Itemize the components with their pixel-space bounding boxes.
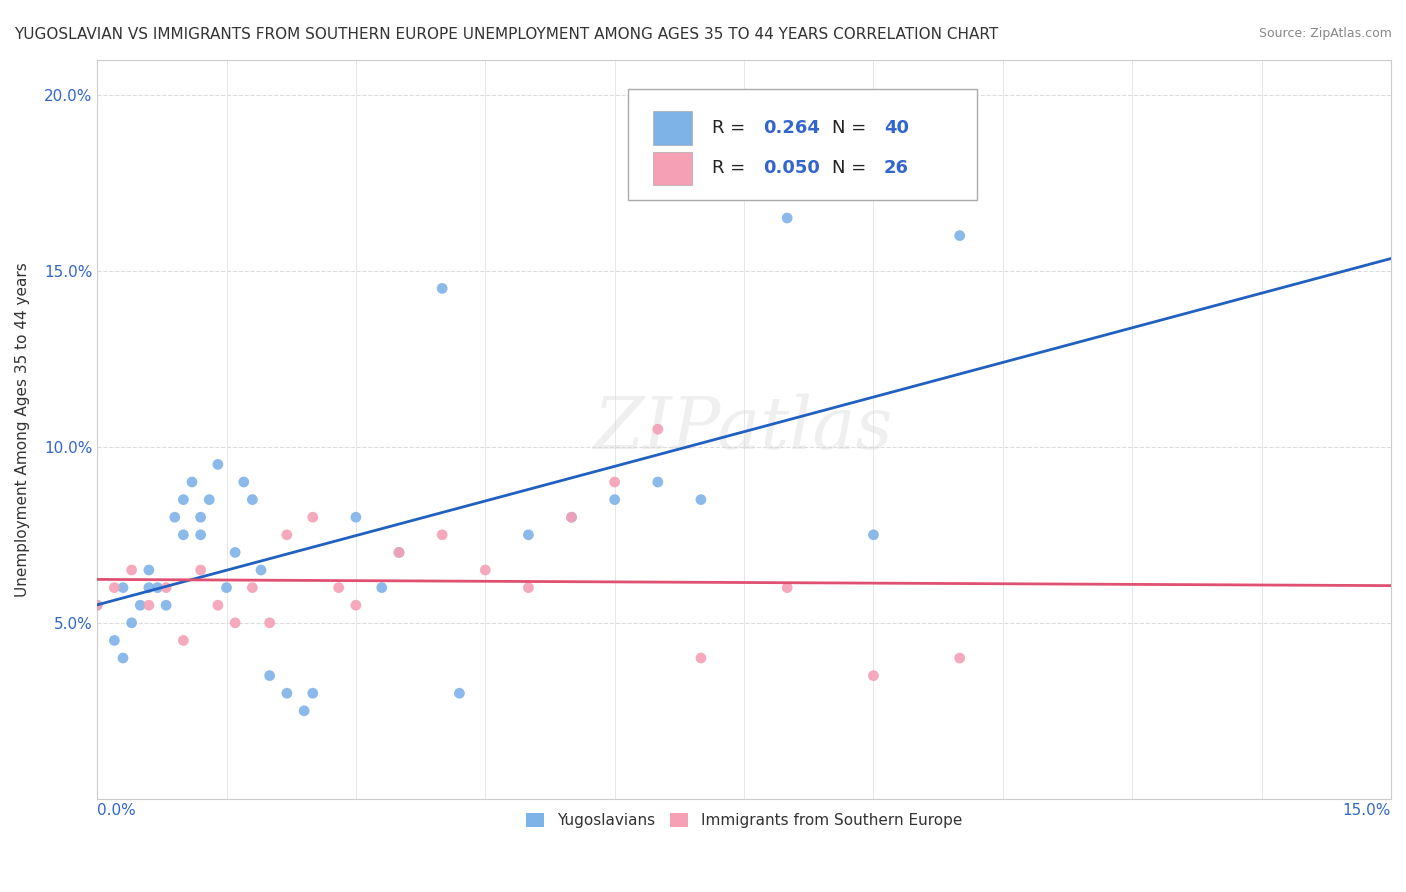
Point bbox=[776, 211, 799, 225]
Text: YUGOSLAVIAN VS IMMIGRANTS FROM SOUTHERN EUROPE UNEMPLOYMENT AMONG AGES 35 TO 44 : YUGOSLAVIAN VS IMMIGRANTS FROM SOUTHERN … bbox=[14, 27, 998, 42]
Point bbox=[181, 475, 204, 489]
Text: 0.050: 0.050 bbox=[763, 160, 820, 178]
Point bbox=[776, 581, 799, 595]
Point bbox=[344, 510, 367, 524]
Text: 0.0%: 0.0% bbox=[97, 803, 136, 818]
Point bbox=[430, 528, 453, 542]
Point bbox=[242, 492, 264, 507]
Point bbox=[517, 581, 540, 595]
Point bbox=[129, 598, 152, 612]
Point bbox=[198, 492, 221, 507]
Point bbox=[232, 475, 254, 489]
Point bbox=[190, 510, 212, 524]
Point bbox=[259, 615, 281, 630]
Text: N =: N = bbox=[832, 119, 872, 136]
Point bbox=[430, 281, 453, 295]
Point bbox=[449, 686, 471, 700]
Text: Source: ZipAtlas.com: Source: ZipAtlas.com bbox=[1258, 27, 1392, 40]
Point bbox=[190, 528, 212, 542]
Point bbox=[603, 492, 626, 507]
Text: ZIPatlas: ZIPatlas bbox=[595, 394, 894, 465]
Point bbox=[103, 581, 125, 595]
Y-axis label: Unemployment Among Ages 35 to 44 years: Unemployment Among Ages 35 to 44 years bbox=[15, 262, 30, 597]
Point bbox=[388, 545, 411, 559]
Point bbox=[292, 704, 315, 718]
Text: 40: 40 bbox=[884, 119, 908, 136]
Point bbox=[121, 615, 143, 630]
Text: N =: N = bbox=[832, 160, 872, 178]
Point bbox=[561, 510, 583, 524]
Point bbox=[207, 458, 229, 472]
Text: 0.264: 0.264 bbox=[763, 119, 820, 136]
Point bbox=[138, 598, 160, 612]
Point bbox=[328, 581, 350, 595]
Text: R =: R = bbox=[711, 160, 751, 178]
FancyBboxPatch shape bbox=[654, 152, 692, 186]
Point bbox=[862, 668, 884, 682]
Point bbox=[250, 563, 273, 577]
Text: 15.0%: 15.0% bbox=[1343, 803, 1391, 818]
Point bbox=[155, 598, 177, 612]
Point bbox=[276, 528, 298, 542]
Point bbox=[224, 615, 246, 630]
Point bbox=[121, 563, 143, 577]
Point bbox=[138, 563, 160, 577]
Point bbox=[371, 581, 394, 595]
Point bbox=[155, 581, 177, 595]
Point bbox=[146, 581, 169, 595]
Text: 26: 26 bbox=[884, 160, 908, 178]
Point bbox=[111, 651, 134, 665]
Point bbox=[172, 528, 194, 542]
Text: R =: R = bbox=[711, 119, 751, 136]
Point bbox=[301, 686, 323, 700]
Point bbox=[172, 492, 194, 507]
Point bbox=[647, 422, 669, 436]
Point bbox=[259, 668, 281, 682]
Point bbox=[172, 633, 194, 648]
Point bbox=[344, 598, 367, 612]
Point bbox=[86, 598, 108, 612]
Point bbox=[561, 510, 583, 524]
Point bbox=[224, 545, 246, 559]
Point bbox=[603, 475, 626, 489]
Point bbox=[517, 528, 540, 542]
Point bbox=[949, 228, 972, 243]
FancyBboxPatch shape bbox=[627, 89, 977, 200]
Point bbox=[949, 651, 972, 665]
Legend: Yugoslavians, Immigrants from Southern Europe: Yugoslavians, Immigrants from Southern E… bbox=[519, 805, 970, 836]
Point bbox=[215, 581, 238, 595]
Point bbox=[862, 528, 884, 542]
Point bbox=[690, 651, 713, 665]
Point bbox=[690, 492, 713, 507]
Point bbox=[301, 510, 323, 524]
Point bbox=[111, 581, 134, 595]
Point bbox=[103, 633, 125, 648]
Point bbox=[207, 598, 229, 612]
Point bbox=[190, 563, 212, 577]
Point bbox=[242, 581, 264, 595]
Point bbox=[86, 598, 108, 612]
Point bbox=[388, 545, 411, 559]
Point bbox=[138, 581, 160, 595]
Point bbox=[276, 686, 298, 700]
FancyBboxPatch shape bbox=[654, 112, 692, 145]
Point bbox=[647, 475, 669, 489]
Point bbox=[474, 563, 496, 577]
Point bbox=[163, 510, 186, 524]
